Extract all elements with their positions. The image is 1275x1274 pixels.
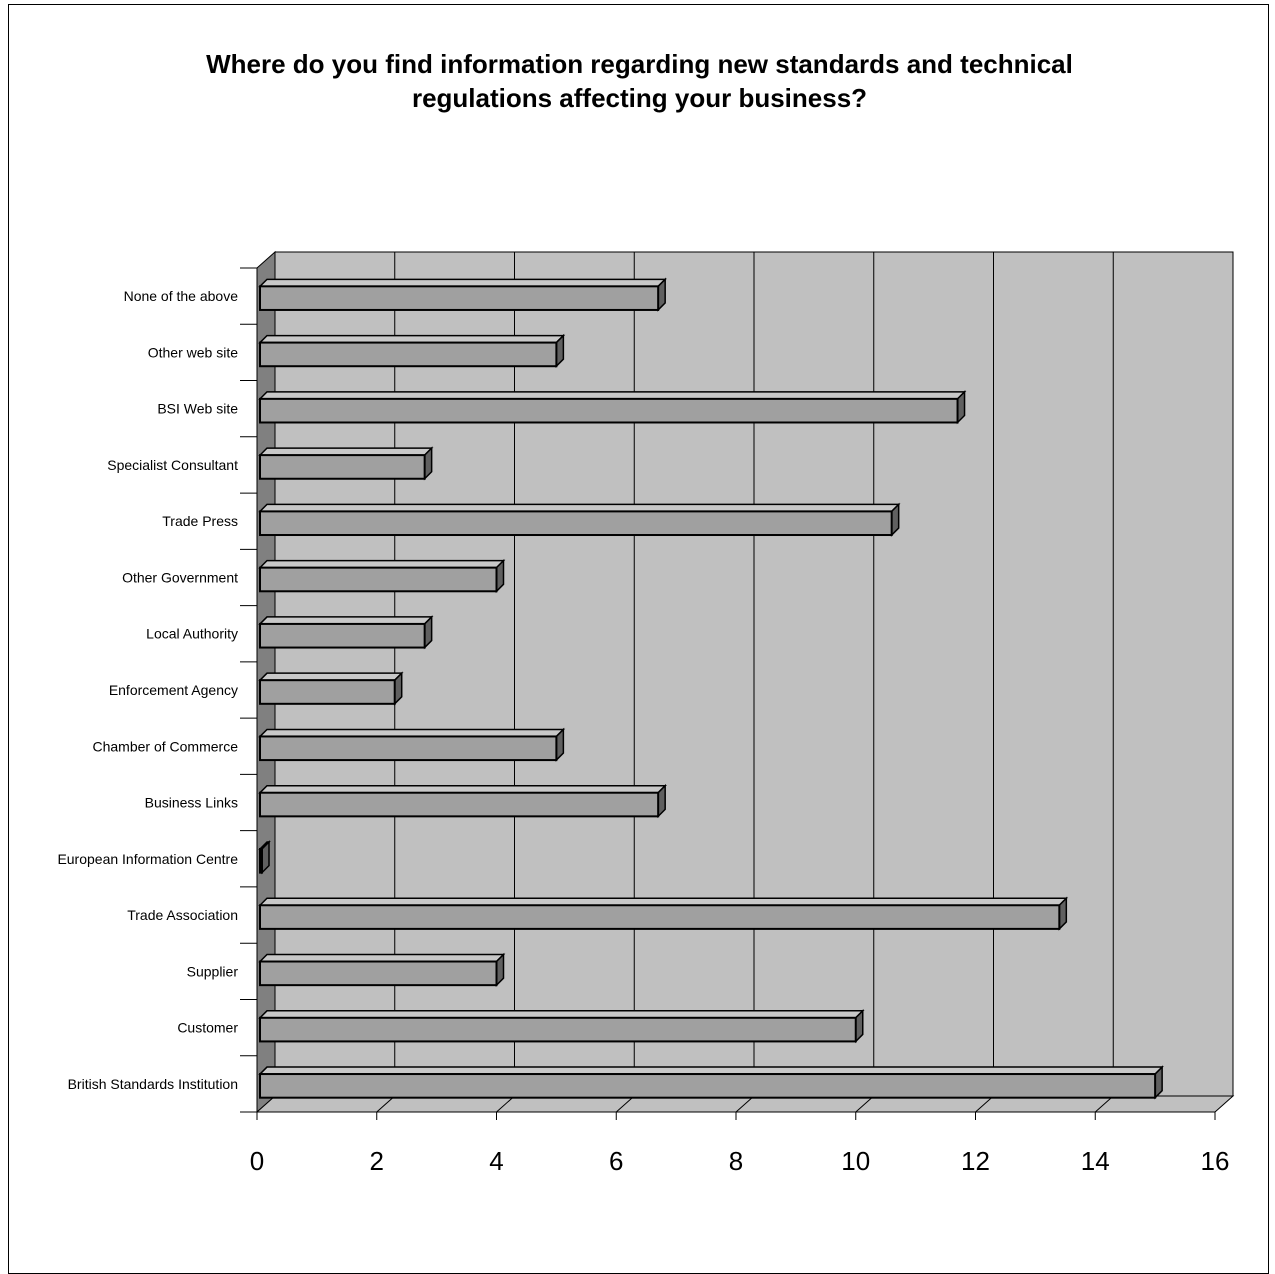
bar-top-face [258, 503, 901, 513]
bar-top-face [258, 559, 506, 569]
bar-top-face [258, 334, 566, 344]
category-label: British Standards Institution [68, 1076, 238, 1092]
bar-top-face [258, 953, 506, 963]
bar-top-face [258, 897, 1069, 907]
x-tick-label: 16 [1201, 1146, 1230, 1176]
bar-front-face [259, 397, 959, 424]
bar-front-face [259, 566, 498, 593]
bar-specialist-consultant [258, 446, 434, 481]
bar-front-face [259, 622, 426, 649]
category-label: Trade Press [162, 513, 238, 529]
bar-front-face [259, 1073, 1157, 1099]
bar-top-face [258, 672, 404, 681]
category-label: Other web site [148, 344, 238, 360]
category-label: BSI Web site [157, 401, 238, 417]
x-tick-label: 14 [1081, 1146, 1110, 1176]
chart-title-line-1: Where do you find information regarding … [206, 49, 1073, 79]
bar-european-information-centre [258, 840, 271, 875]
bar-chamber-of-commerce [258, 727, 566, 762]
x-tick-label: 2 [370, 1146, 384, 1176]
bar-top-face [258, 616, 434, 625]
bar-top-face [258, 728, 566, 738]
category-labels: British Standards Institution Customer Sup… [57, 288, 238, 1092]
bar-local-authority [258, 615, 434, 650]
bar-front-face [259, 679, 396, 705]
bar-supplier [258, 952, 506, 987]
bar-front-face [259, 847, 263, 874]
category-label: Customer [177, 1020, 238, 1036]
x-tick-label: 6 [609, 1146, 623, 1176]
category-label: Enforcement Agency [109, 682, 238, 698]
x-tick-label: 12 [961, 1146, 990, 1176]
chart-title: Where do you find information regarding … [9, 47, 1270, 115]
bar-bsi-web-site [258, 390, 967, 425]
bar-front-face [259, 510, 893, 537]
x-tick-label: 0 [250, 1146, 264, 1176]
category-label: Local Authority [146, 626, 238, 642]
category-label: Other Government [122, 569, 238, 585]
chart-title-line-2: regulations affecting your business? [411, 83, 868, 113]
bar-front-face [259, 960, 498, 987]
axes [240, 267, 1216, 1120]
bar-front-face [259, 1016, 857, 1043]
bar-top-face [258, 278, 667, 288]
bar-front-face [259, 735, 558, 762]
category-label: Trade Association [127, 907, 238, 923]
category-label: European Information Centre [57, 851, 238, 867]
bar-business-links [258, 783, 667, 819]
bar-top-face [258, 784, 667, 794]
bar-other-government [258, 558, 506, 594]
x-tick-label: 4 [489, 1146, 503, 1176]
x-tick-label: 10 [841, 1146, 870, 1176]
bar-other-web-site [258, 333, 566, 369]
bar-front-face [259, 341, 558, 368]
bar-top-face [258, 1010, 865, 1019]
x-tick-labels: 0 2 4 6 8 10 12 14 16 [250, 1146, 1230, 1176]
category-label: Business Links [145, 795, 238, 811]
bar-enforcement-agency [258, 671, 404, 706]
bar-customer [258, 1008, 865, 1044]
category-label: None of the above [124, 288, 239, 304]
bar-front-face [259, 904, 1061, 930]
bar-front-face [259, 285, 660, 311]
category-label: Supplier [187, 963, 239, 979]
bars [258, 277, 1164, 1100]
x-tick-label: 8 [729, 1146, 743, 1176]
category-label: Chamber of Commerce [93, 738, 239, 754]
bar-british-standards-institution [258, 1065, 1164, 1100]
bar-front-face [259, 454, 426, 480]
bar-none-of-the-above [258, 277, 667, 312]
bar-top-face [258, 1066, 1164, 1075]
bar-top-face [258, 391, 967, 400]
bar-front-face [259, 791, 660, 818]
bar-trade-association [258, 896, 1069, 931]
bar-top-face [258, 447, 434, 456]
category-label: Specialist Consultant [107, 457, 238, 473]
bar-trade-press [258, 502, 901, 537]
